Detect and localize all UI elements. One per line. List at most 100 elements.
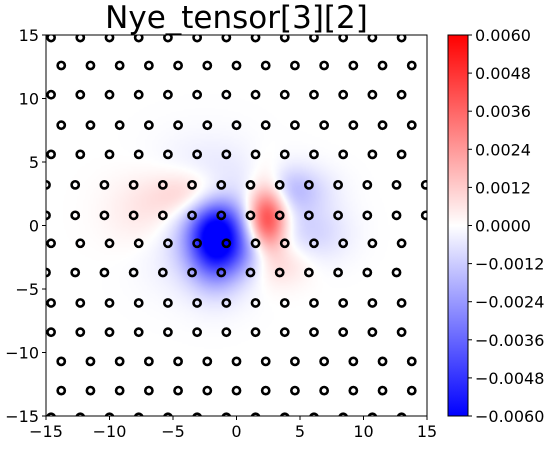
atom-marker (114, 120, 125, 131)
atom-marker (338, 89, 349, 100)
y-tick-label: −15 (5, 407, 39, 426)
atom-marker (338, 149, 349, 160)
x-tick-label: 0 (231, 422, 241, 441)
atom-marker (114, 60, 125, 71)
colorbar (447, 34, 469, 417)
atom-marker (260, 385, 271, 396)
x-tick-label: 5 (295, 422, 305, 441)
atom-marker (99, 267, 110, 278)
colorbar-tick-label: 0.0012 (475, 178, 531, 197)
atom-marker (85, 356, 96, 367)
atom-marker (260, 120, 271, 131)
atom-marker (396, 238, 407, 249)
atom-marker (202, 60, 213, 71)
x-tick-label: −10 (93, 422, 127, 441)
atom-marker (406, 120, 417, 131)
atom-marker (46, 89, 56, 100)
atom-marker (173, 60, 183, 71)
atom-marker (192, 35, 203, 43)
atom-marker (338, 412, 348, 416)
atom-marker (274, 210, 285, 221)
atom-marker (192, 149, 203, 160)
atom-marker (391, 267, 402, 278)
atom-marker (187, 267, 197, 278)
atom-marker (338, 327, 349, 338)
atom-marker (46, 412, 56, 416)
atom-marker (338, 35, 349, 43)
atom-marker (250, 412, 261, 416)
colorbar-tick-label: 0.0000 (475, 217, 531, 236)
atom-marker (133, 35, 144, 43)
atom-marker (290, 60, 300, 71)
atom-marker (250, 149, 261, 160)
atom-marker (70, 210, 81, 221)
atom-marker (396, 412, 407, 416)
atom-marker (192, 238, 203, 249)
atom-marker (221, 35, 232, 43)
atom-marker (362, 210, 373, 221)
atom-marker (250, 327, 261, 338)
atom-marker (362, 267, 373, 278)
atom-marker (104, 89, 115, 100)
atom-marker (85, 60, 96, 71)
atom-marker (221, 412, 232, 416)
atom-marker (396, 35, 407, 43)
atom-marker (46, 327, 56, 338)
atom-marker (75, 327, 86, 338)
atom-marker (99, 179, 110, 190)
atom-marker (303, 267, 314, 278)
atom-marker (319, 120, 330, 131)
atom-marker (70, 179, 81, 190)
atom-marker (75, 149, 86, 160)
atom-marker (133, 89, 144, 100)
atom-marker (333, 267, 343, 278)
atom-marker (231, 385, 242, 396)
atom-marker (367, 89, 378, 100)
atom-marker (377, 385, 388, 396)
atom-marker (85, 385, 96, 396)
atom-marker (128, 179, 139, 190)
x-tick-label: −15 (29, 422, 63, 441)
atom-marker (114, 385, 125, 396)
atom-marker (396, 327, 407, 338)
atom-marker (46, 298, 56, 308)
atom-marker (75, 412, 86, 416)
atom-marker (187, 179, 197, 190)
atom-marker (309, 412, 319, 416)
atom-marker (216, 267, 227, 278)
atom-marker (260, 356, 271, 367)
atom-marker (245, 179, 256, 190)
colorbar-tick-label: 0.0024 (475, 140, 531, 159)
atom-marker (420, 210, 427, 221)
atom-marker (173, 385, 183, 396)
atom-marker (163, 298, 173, 308)
y-tick-label: −5 (15, 280, 39, 299)
atom-marker (221, 238, 232, 249)
atom-marker (309, 327, 319, 338)
y-axis: −15 −10 −5 0 5 10 15 (5, 26, 46, 426)
atom-marker (338, 298, 349, 308)
atom-marker (56, 356, 67, 367)
atom-marker (46, 238, 56, 249)
y-tick-label: −10 (5, 344, 39, 363)
colorbar-axis: −0.0060 −0.0048 −0.0036 −0.0024 −0.0012 0.000… (468, 26, 544, 426)
atom-marker (202, 356, 213, 367)
atom-markers (46, 35, 427, 416)
atom-marker (396, 298, 407, 308)
colorbar-tick-label: −0.0048 (475, 369, 544, 388)
x-tick-label: −5 (161, 422, 185, 441)
atom-marker (143, 385, 154, 396)
atom-marker (245, 267, 256, 278)
atom-marker (279, 149, 290, 160)
atom-marker (221, 298, 232, 308)
atom-marker (114, 356, 125, 367)
atom-marker (309, 238, 319, 249)
atom-marker (202, 385, 213, 396)
x-tick-label: 10 (353, 422, 373, 441)
atom-marker (75, 238, 86, 249)
atom-marker (420, 179, 427, 190)
atom-marker (163, 412, 173, 416)
atom-marker (192, 89, 203, 100)
atom-marker (367, 327, 378, 338)
atom-marker (56, 385, 67, 396)
